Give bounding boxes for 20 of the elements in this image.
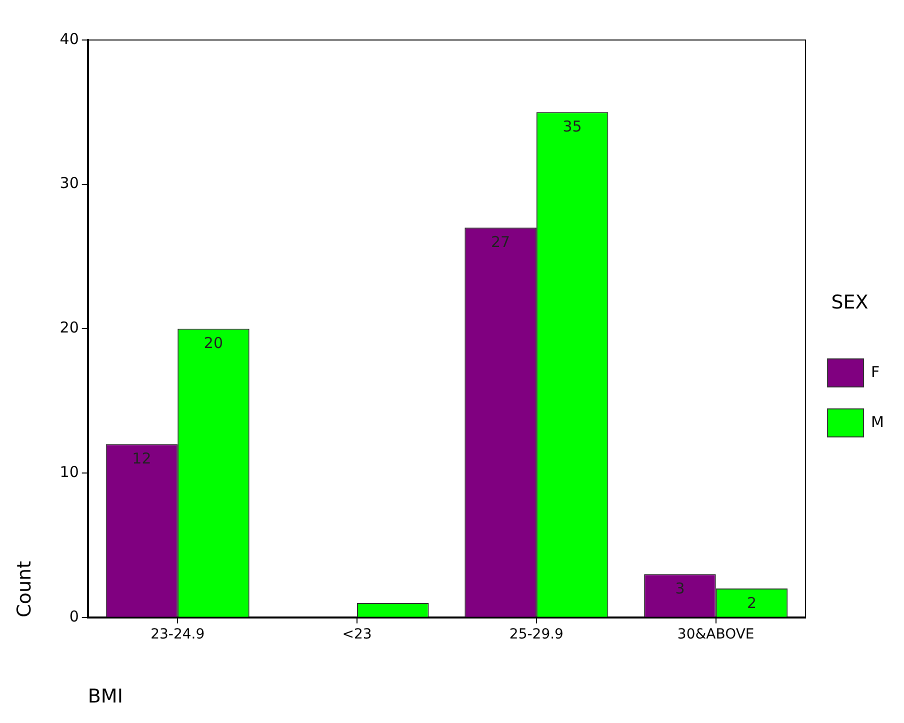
x-tick-label: 25-29.9	[509, 626, 564, 642]
data-label: 27	[491, 233, 510, 252]
legend-label: M	[871, 412, 884, 431]
data-label: 35	[562, 118, 582, 136]
y-tick-label: 10	[60, 462, 79, 481]
data-label: 20	[204, 334, 224, 352]
y-tick-label: 0	[69, 607, 79, 626]
y-axis-title: Count	[13, 560, 36, 618]
y-tick-label: 20	[60, 318, 79, 337]
x-tick-label: <23	[342, 626, 372, 642]
y-tick-label: 30	[60, 174, 79, 192]
x-tick-label: 23-24.9	[150, 626, 205, 642]
data-label: 3	[675, 579, 685, 598]
x-tick-label: 30&ABOVE	[677, 626, 754, 642]
data-label: 12	[132, 450, 152, 468]
legend-label: F	[871, 362, 880, 381]
legend-title: SEX	[831, 292, 868, 314]
x-axis-title: BMI	[88, 686, 123, 708]
y-tick-label: 40	[60, 30, 79, 48]
data-label: 2	[746, 594, 757, 612]
